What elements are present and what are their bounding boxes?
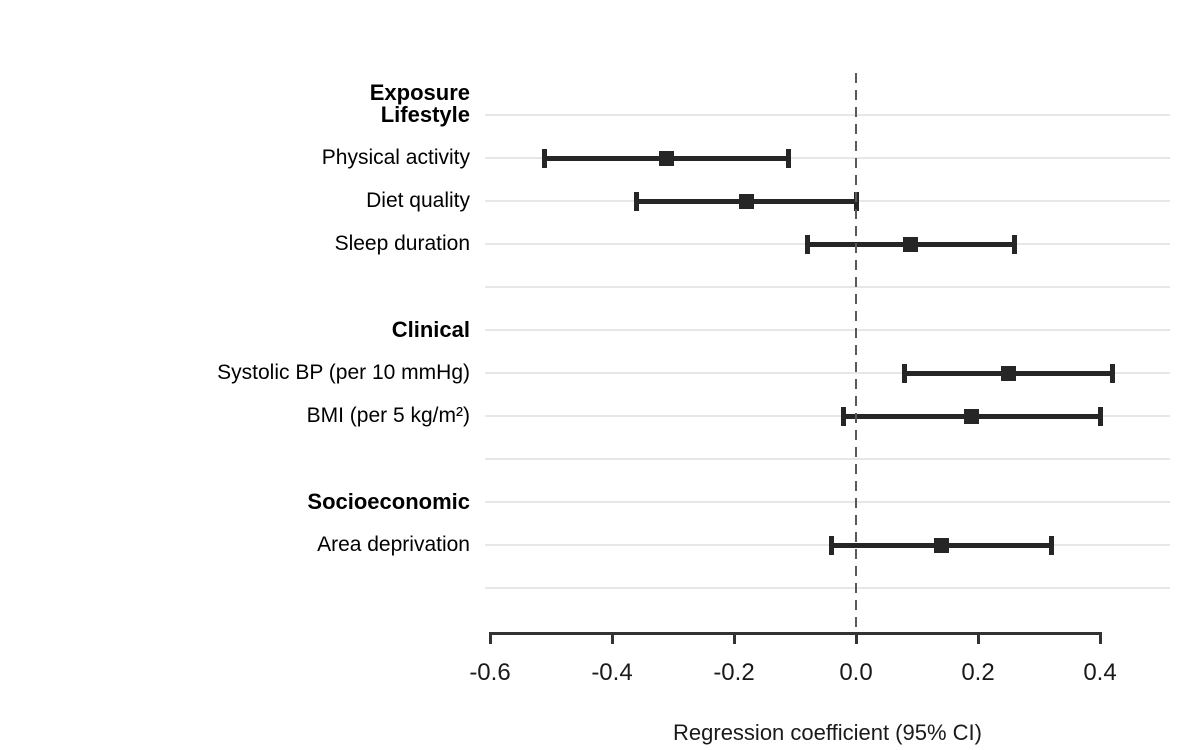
x-axis-tick <box>488 632 492 644</box>
row-label: BMI (per 5 kg/m²) <box>306 404 470 427</box>
ci-cap-left <box>902 363 908 383</box>
ci-cap-left <box>841 406 847 426</box>
x-axis-tick <box>854 632 858 644</box>
x-axis-tick-label: 0.2 <box>961 659 995 686</box>
point-estimate-marker <box>933 537 949 553</box>
x-axis-tick-label: -0.4 <box>591 659 633 686</box>
grid-line <box>485 415 1170 417</box>
ci-cap-right <box>1097 406 1103 426</box>
zero-reference-line <box>855 73 857 630</box>
point-estimate-marker <box>659 150 675 166</box>
point-estimate-marker <box>903 236 919 252</box>
row-label: Diet quality <box>366 189 470 212</box>
grid-line <box>485 286 1170 288</box>
row-label: Area deprivation <box>317 533 470 556</box>
ci-cap-left <box>542 148 548 168</box>
grid-line <box>485 587 1170 589</box>
ci-cap-left <box>829 535 835 555</box>
x-axis-tick <box>976 632 980 644</box>
ci-cap-right <box>786 148 792 168</box>
grid-line <box>485 501 1170 503</box>
ci-cap-right <box>1109 363 1115 383</box>
group-header-label: Clinical <box>391 317 470 342</box>
row-label: Systolic BP (per 10 mmHg) <box>217 361 470 384</box>
exposure-column-header: Exposure <box>369 80 470 105</box>
grid-line <box>485 329 1170 331</box>
x-axis-tick <box>610 632 614 644</box>
x-axis-tick-label: 0.4 <box>1083 659 1117 686</box>
grid-line <box>485 458 1170 460</box>
x-axis-tick <box>1098 632 1102 644</box>
point-estimate-marker <box>1001 365 1016 381</box>
x-axis-tick-label: 0.0 <box>839 659 873 686</box>
group-header-label: Lifestyle <box>380 102 470 127</box>
ci-cap-right <box>1048 535 1054 555</box>
grid-line <box>485 544 1170 546</box>
ci-cap-right <box>1012 234 1018 254</box>
ci-cap-left <box>804 234 810 254</box>
grid-line <box>485 372 1170 374</box>
ci-cap-left <box>633 191 639 211</box>
grid-line <box>485 114 1170 116</box>
group-header-label: Socioeconomic <box>307 489 470 514</box>
row-label: Physical activity <box>321 146 470 169</box>
x-axis-tick <box>732 632 736 644</box>
grid-line <box>485 157 1170 159</box>
x-axis-title: Regression coefficient (95% CI) <box>673 720 982 745</box>
point-estimate-marker <box>738 193 754 209</box>
x-axis-tick-label: -0.6 <box>469 659 511 686</box>
row-label: Sleep duration <box>334 232 470 255</box>
x-axis-tick-label: -0.2 <box>713 659 755 686</box>
x-axis-line <box>490 632 1100 635</box>
point-estimate-marker <box>964 408 980 424</box>
